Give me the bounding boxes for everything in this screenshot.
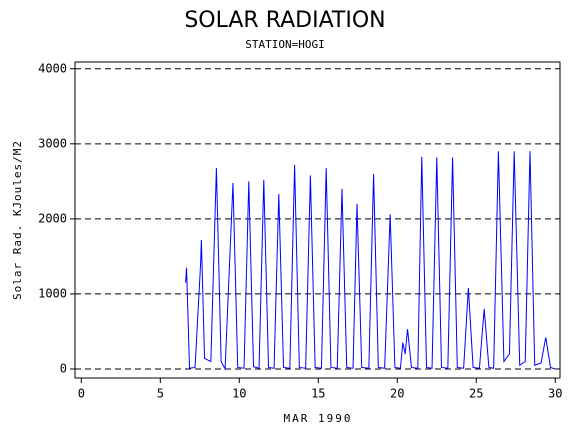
y-tick-label: 4000 [38,61,67,75]
x-tick-label: 20 [390,387,404,401]
x-axis-label: MAR 1990 [284,412,353,425]
plot-frame [74,61,561,379]
y-tick-label: 2000 [38,211,67,225]
x-tick-label: 5 [157,387,164,401]
y-axis-label: Solar Rad. KJoules/M2 [11,140,24,300]
x-tick-label: 10 [232,387,246,401]
chart-title: SOLAR RADIATION [184,8,385,33]
y-tick-label: 3000 [38,136,67,150]
data-line [185,151,556,371]
y-tick-label: 0 [60,361,67,375]
y-tick-label: 1000 [38,286,67,300]
x-tick-label: 15 [311,387,325,401]
x-tick-label: 25 [469,387,483,401]
chart-subtitle: STATION=HOGI [245,38,324,51]
x-tick-label: 0 [78,387,85,401]
x-tick-label: 30 [548,387,562,401]
